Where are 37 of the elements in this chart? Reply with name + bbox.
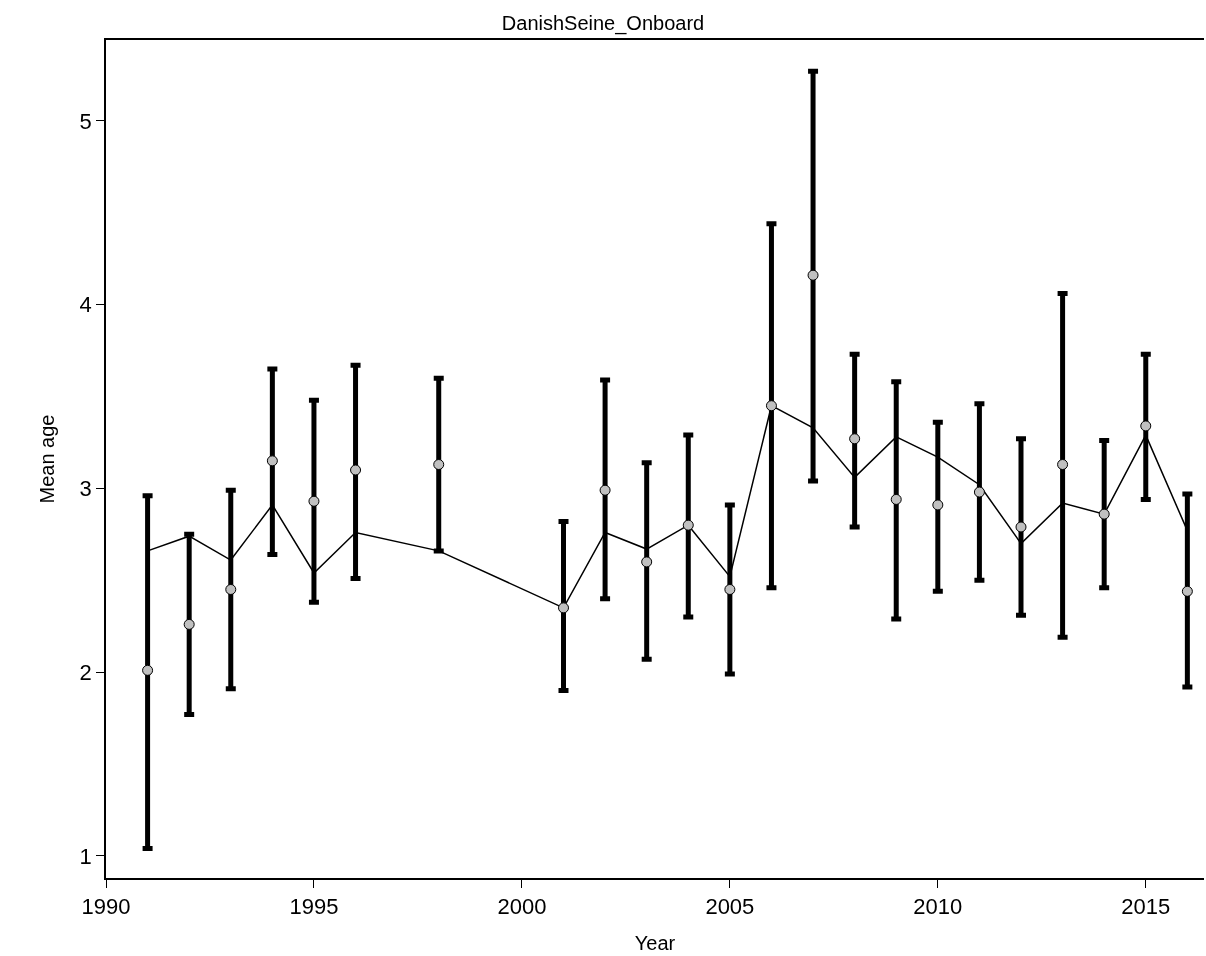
point xyxy=(807,269,819,281)
x-tick-label: 2000 xyxy=(497,894,547,920)
y-axis-title: Mean age xyxy=(35,414,58,504)
point xyxy=(142,664,154,676)
y-tick-label: 5 xyxy=(79,108,92,134)
x-tick-label: 2005 xyxy=(705,894,755,920)
point xyxy=(682,519,694,531)
point xyxy=(1057,459,1069,471)
y-tick-label: 2 xyxy=(79,659,92,685)
x-tick-label: 1995 xyxy=(289,894,339,920)
x-tick-label: 2010 xyxy=(913,894,963,920)
point xyxy=(225,583,237,595)
point xyxy=(1098,508,1110,520)
y-tick-label: 4 xyxy=(79,292,92,318)
point xyxy=(849,433,861,445)
point xyxy=(558,602,569,614)
point xyxy=(890,493,902,505)
point xyxy=(266,455,278,467)
y-tick-label: 3 xyxy=(79,476,92,502)
chart-title: DanishSeine_Onboard xyxy=(501,12,705,35)
point xyxy=(932,499,944,511)
point xyxy=(599,484,611,496)
point xyxy=(1015,521,1027,533)
point xyxy=(183,618,195,630)
point xyxy=(308,495,320,507)
point xyxy=(765,400,777,412)
x-tick-label: 2015 xyxy=(1121,894,1171,920)
x-tick-label: 1990 xyxy=(81,894,131,920)
point xyxy=(1140,420,1152,432)
point xyxy=(724,583,736,595)
y-tick-label: 1 xyxy=(79,843,92,869)
point xyxy=(973,486,985,498)
point xyxy=(350,464,362,476)
point xyxy=(433,459,445,471)
point xyxy=(641,556,653,568)
x-axis-title: Year xyxy=(634,932,676,955)
point xyxy=(1181,585,1193,597)
